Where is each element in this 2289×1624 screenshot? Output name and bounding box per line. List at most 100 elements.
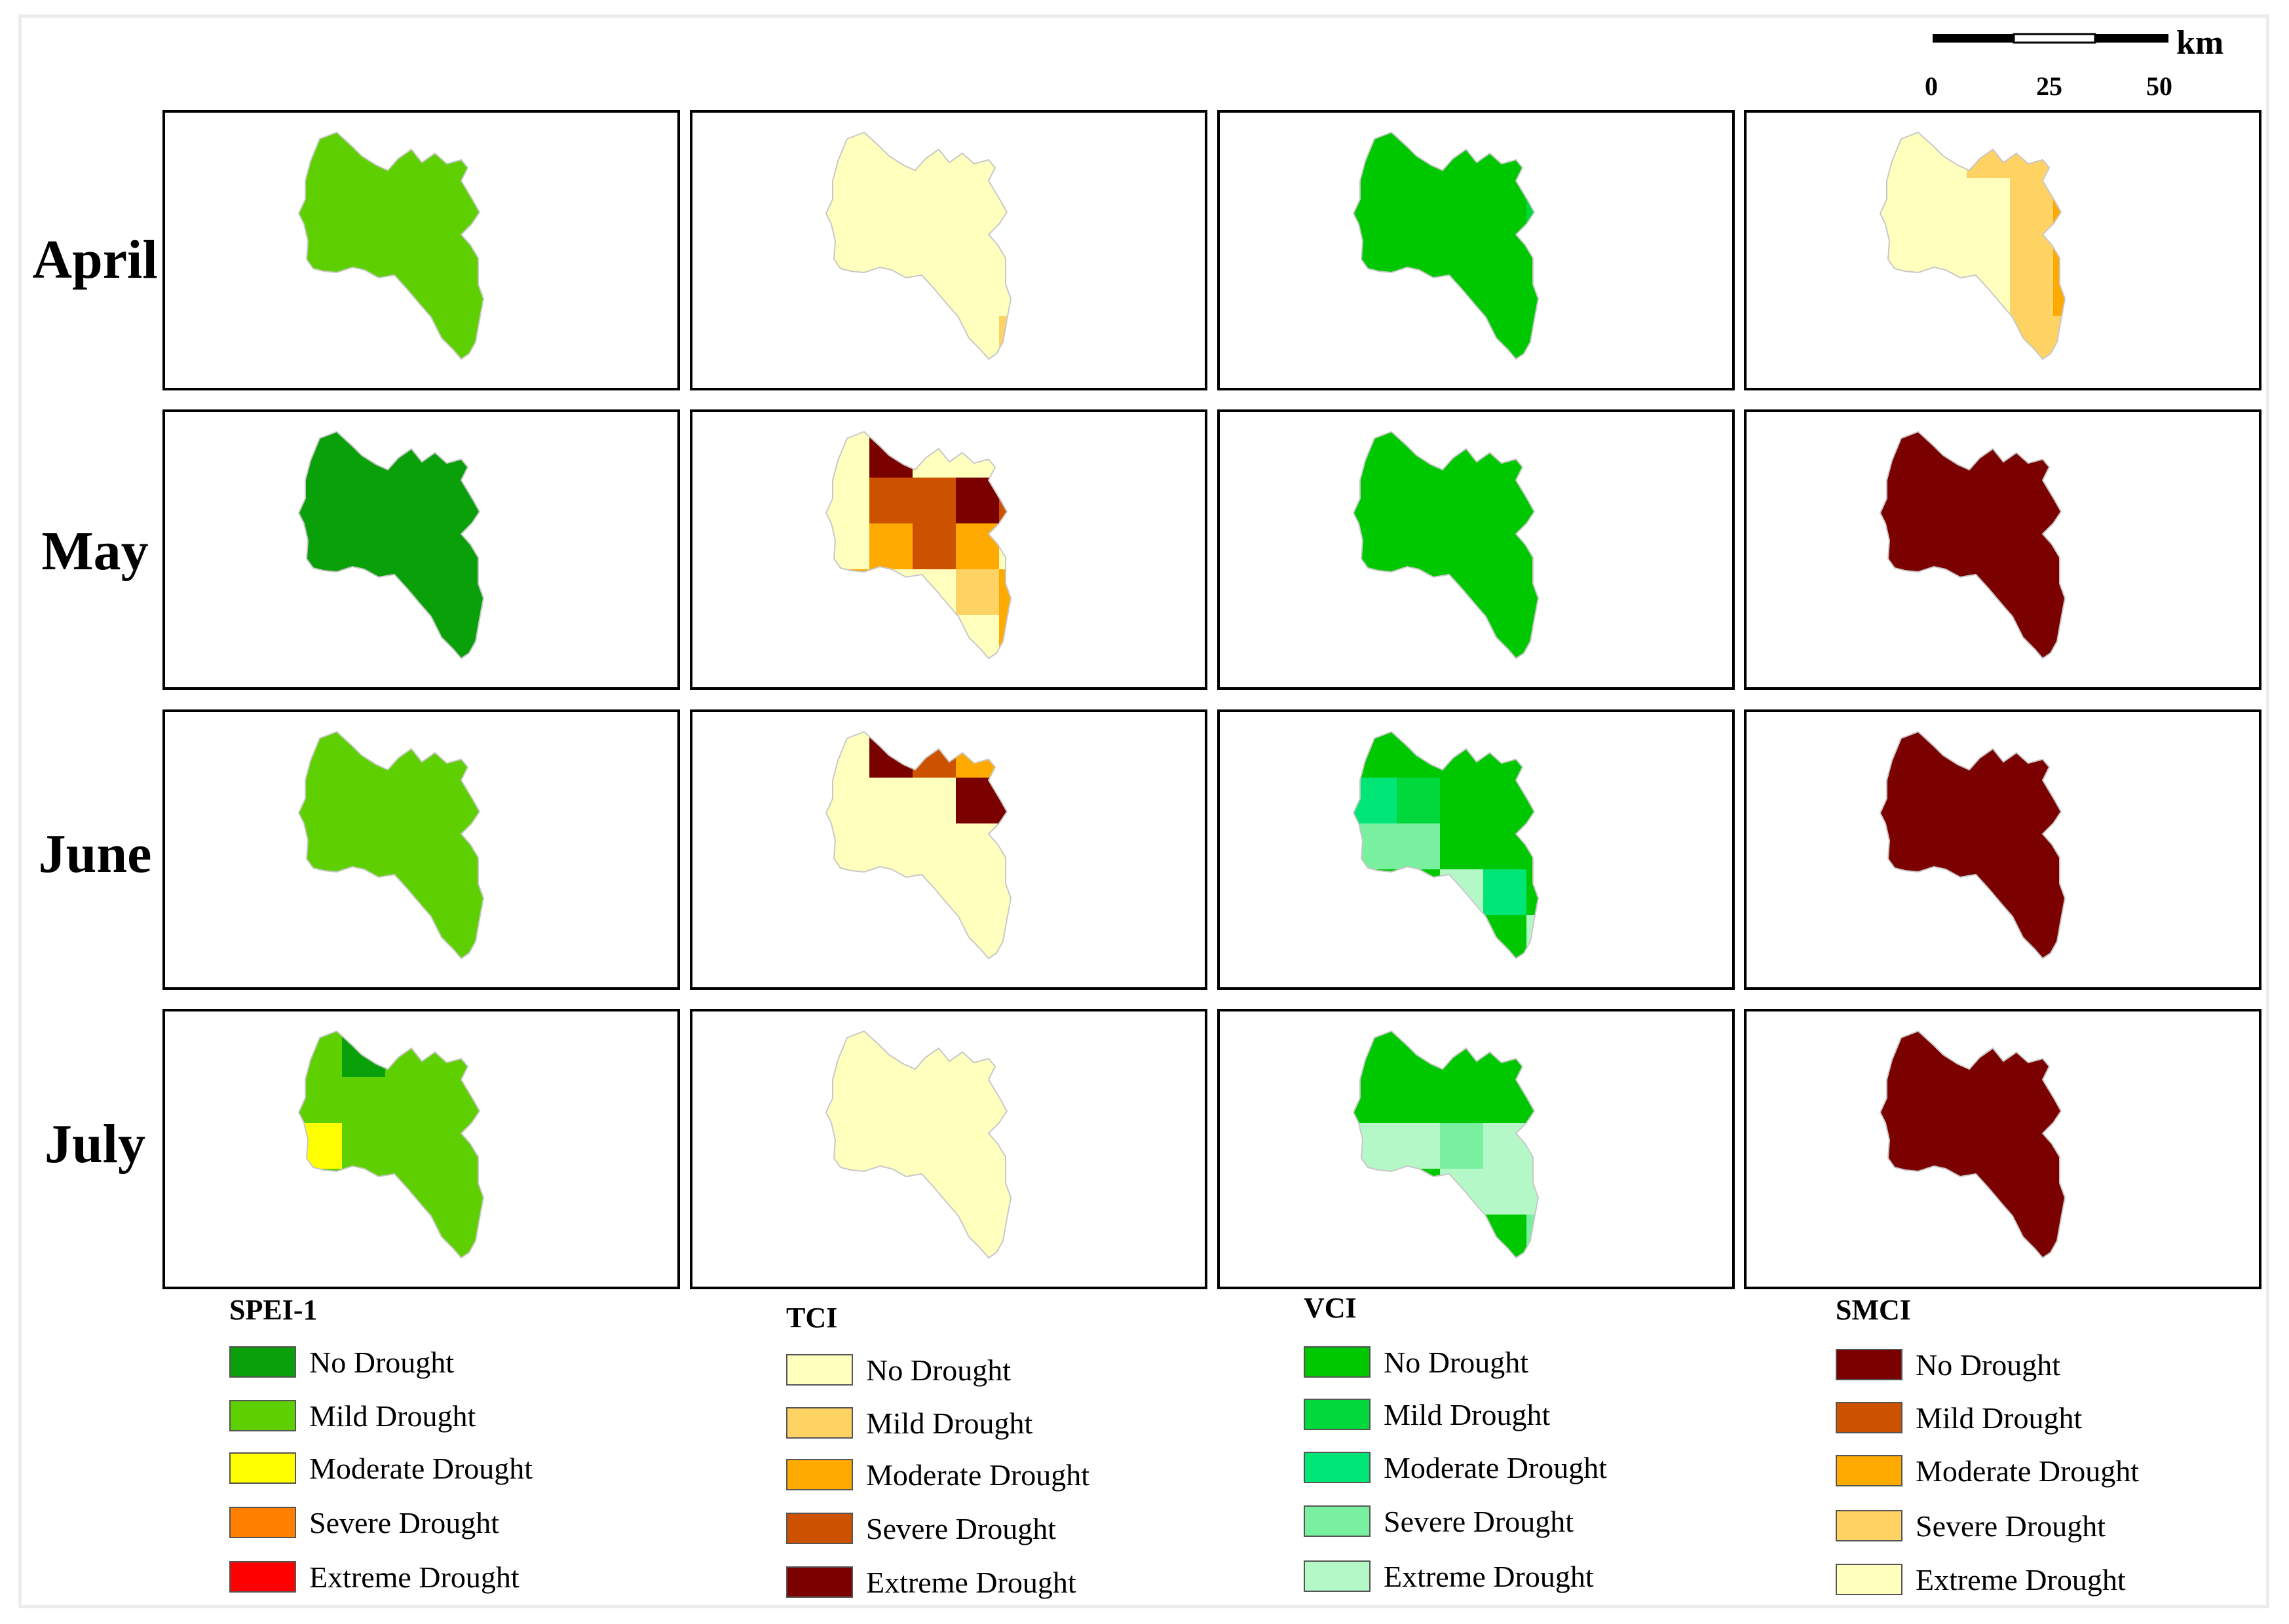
legend-swatch — [786, 1354, 853, 1386]
basin-base-fill — [826, 732, 1011, 958]
basin-outline — [825, 131, 1012, 360]
legend-swatch — [1836, 1349, 1902, 1380]
basin-outline — [297, 131, 485, 360]
legend-label: No Drought — [866, 1353, 1012, 1387]
basin-map — [1352, 131, 1540, 360]
basin-outline — [1879, 1030, 2066, 1259]
drought-cell — [956, 778, 999, 823]
basin-outline — [1352, 730, 1540, 960]
legend-swatch — [1836, 1455, 1902, 1486]
drought-cell — [2053, 316, 2065, 359]
basin-base-fill — [1353, 432, 1538, 658]
scale-unit: km — [2176, 24, 2224, 62]
scale-tick: 50 — [2146, 71, 2172, 101]
legend-label: Moderate Drought — [866, 1458, 1090, 1492]
map-panel-may-smci — [1744, 409, 2261, 690]
legend-label: Extreme Drought — [1916, 1563, 2126, 1596]
map-panel-july-vci — [1217, 1009, 1735, 1289]
map-panel-april-spei-1 — [162, 110, 680, 390]
basin-base-fill — [1880, 132, 2065, 359]
basin-map — [1352, 730, 1540, 960]
drought-cell — [956, 478, 999, 523]
drought-cell — [2053, 178, 2065, 224]
basin-outline — [1352, 430, 1540, 660]
basin-outline — [297, 430, 485, 660]
drought-cell — [913, 478, 956, 523]
legend-label: Moderate Drought — [1384, 1451, 1608, 1484]
drought-cell — [2010, 316, 2053, 359]
basin-map — [297, 730, 485, 960]
drought-cell — [1397, 778, 1440, 823]
legend-label: No Drought — [1916, 1348, 2061, 1382]
legend-swatch — [229, 1346, 296, 1378]
map-panel-june-spei-1 — [162, 709, 680, 990]
basin-map — [1352, 430, 1540, 660]
legend-swatch — [1304, 1560, 1371, 1592]
legend-swatch — [229, 1452, 296, 1484]
drought-cell — [869, 523, 913, 569]
drought-cell — [1526, 915, 1538, 958]
map-panel-may-tci — [690, 409, 1207, 690]
scale-tick: 0 — [1925, 71, 1938, 101]
drought-cell — [999, 478, 1011, 523]
legend-swatch — [786, 1513, 853, 1544]
basin-outline — [1352, 1030, 1540, 1259]
scale-bar: km 0 25 50 — [1920, 26, 2260, 111]
legend-swatch — [229, 1561, 296, 1593]
map-panel-july-tci — [690, 1009, 1207, 1289]
legend-swatch — [1304, 1505, 1371, 1537]
basin-base-fill — [299, 1031, 483, 1258]
basin-map — [297, 1030, 485, 1259]
drought-cell — [342, 1031, 385, 1077]
drought-cell — [826, 569, 869, 615]
drought-cell — [913, 732, 956, 778]
drought-cell — [869, 478, 913, 523]
drought-cell — [1483, 869, 1526, 915]
legend-label: No Drought — [1384, 1346, 1529, 1379]
basin-outline — [297, 1030, 485, 1259]
basin-map — [825, 730, 1012, 960]
basin-map — [1879, 730, 2066, 960]
legend-label: Severe Drought — [866, 1512, 1056, 1545]
drought-cell — [2010, 270, 2053, 316]
legend-title-spei-1: SPEI-1 — [229, 1294, 318, 1326]
legend-title-tci: TCI — [786, 1302, 838, 1334]
basin-outline — [297, 730, 485, 960]
legend-label: Severe Drought — [1384, 1505, 1574, 1538]
map-panel-june-smci — [1744, 709, 2261, 990]
row-label-april: April — [32, 229, 158, 290]
drought-cell — [1967, 132, 2010, 178]
legend-swatch — [1836, 1564, 1902, 1595]
drought-cell — [913, 523, 956, 569]
basin-map — [297, 131, 485, 360]
figure-frame — [18, 14, 2269, 1608]
basin-map — [1879, 1030, 2066, 1259]
legend-title-vci: VCI — [1304, 1292, 1357, 1324]
basin-map — [825, 430, 1012, 660]
scale-tick: 25 — [2036, 71, 2062, 101]
legend-swatch — [1304, 1452, 1371, 1483]
basin-base-fill — [1880, 1031, 2065, 1258]
legend-swatch — [786, 1459, 853, 1490]
basin-base-fill — [1353, 732, 1538, 958]
basin-outline — [825, 730, 1012, 960]
map-panel-may-spei-1 — [162, 409, 680, 690]
drought-cell — [1526, 1215, 1538, 1258]
basin-map — [1879, 430, 2066, 660]
drought-cell — [1397, 823, 1440, 869]
legend-swatch — [1836, 1402, 1902, 1433]
basin-base-fill — [826, 132, 1011, 359]
basin-map — [297, 430, 485, 660]
scale-bar-graphic — [1933, 33, 2168, 44]
legend-title-smci: SMCI — [1836, 1294, 1911, 1326]
legend-swatch — [1304, 1399, 1371, 1430]
legend-swatch — [786, 1407, 853, 1439]
drought-cell — [1440, 1169, 1483, 1215]
legend-label: Mild Drought — [309, 1399, 476, 1433]
drought-cell — [1483, 1169, 1526, 1215]
drought-cell — [1526, 178, 1538, 224]
basin-outline — [1879, 430, 2066, 660]
legend-label: Moderate Drought — [1916, 1454, 2140, 1488]
map-panel-april-smci — [1744, 110, 2261, 390]
drought-cell — [1397, 1123, 1440, 1169]
